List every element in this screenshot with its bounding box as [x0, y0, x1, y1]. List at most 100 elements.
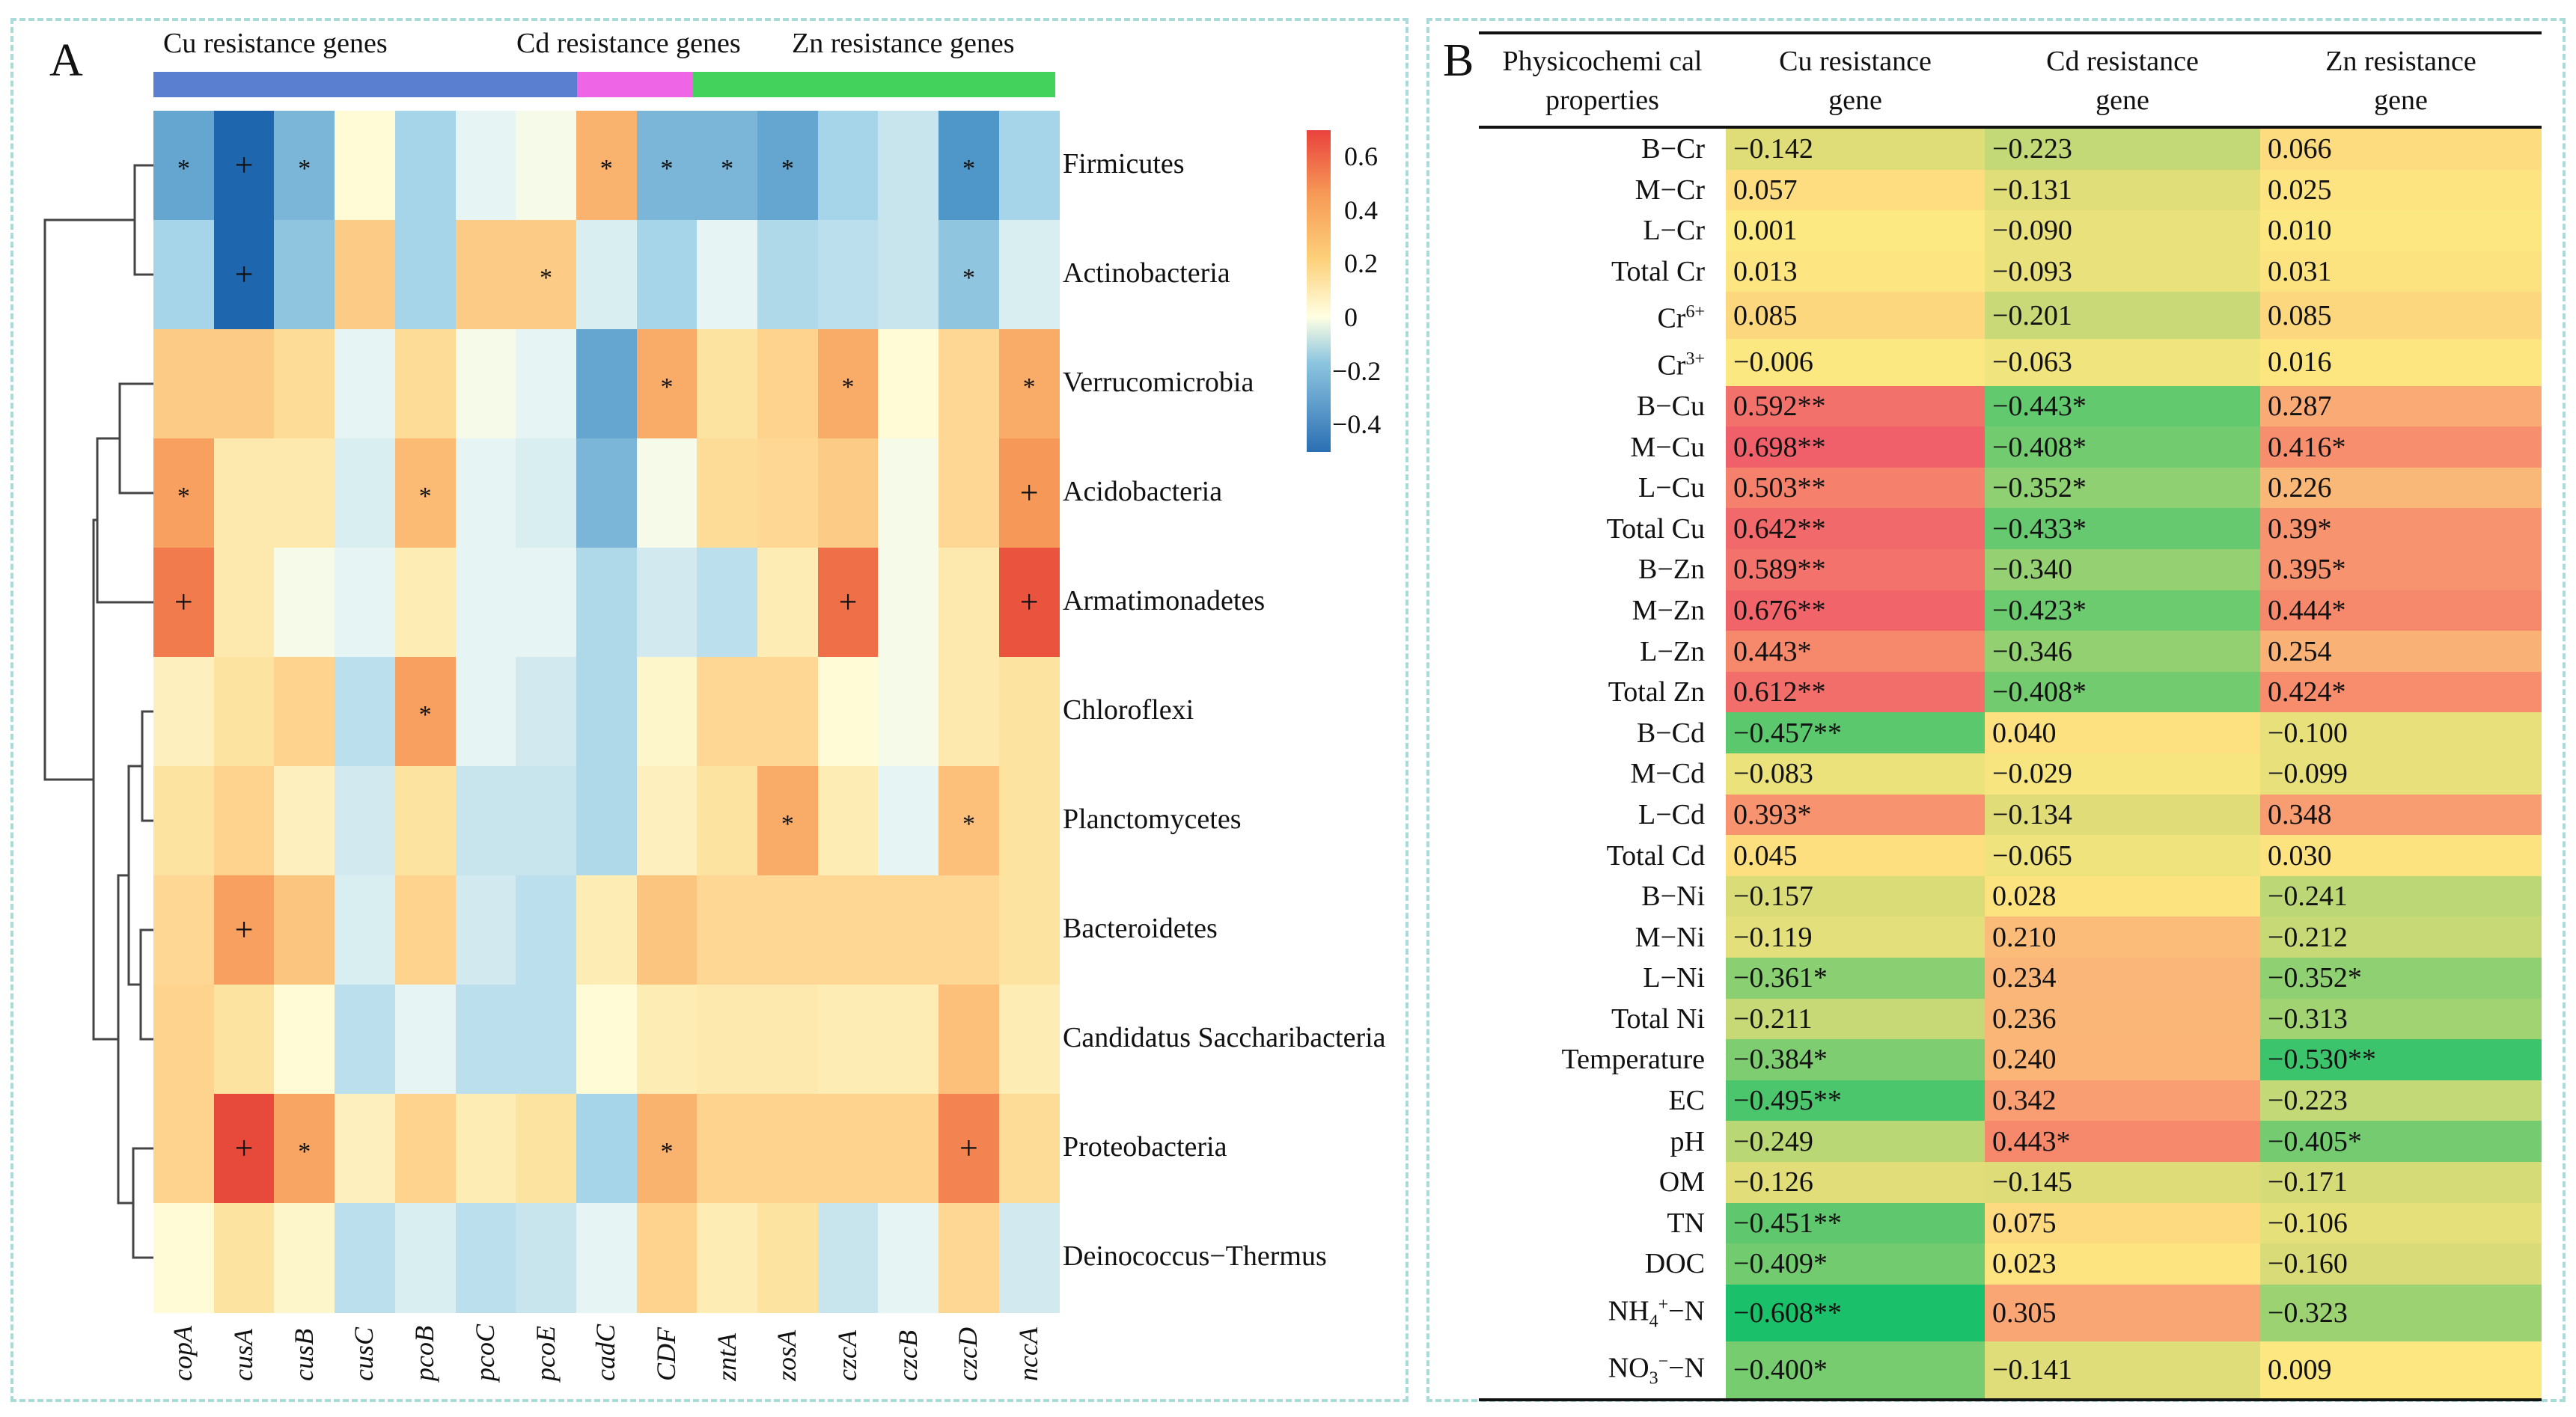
cu-value-cell: 0.443*	[1726, 631, 1985, 672]
cu-value-cell: −0.361*	[1726, 958, 1985, 999]
cd-value-cell: −0.223	[1985, 127, 2260, 170]
heatmap-cell	[697, 220, 758, 330]
heatmap-cell	[153, 438, 215, 548]
heatmap-cell	[998, 766, 1060, 876]
heatmap-cell	[576, 657, 638, 767]
heatmap-cell	[817, 548, 879, 658]
heatmap-cell	[636, 220, 698, 330]
heatmap-cell	[153, 985, 215, 1095]
table-row: B−Cr −0.142 −0.223 0.066	[1479, 127, 2542, 170]
table-row: L−Ni −0.361* 0.234 −0.352*	[1479, 958, 2542, 999]
property-cell: Total Zn	[1608, 676, 1705, 708]
cu-value-cell: 0.592**	[1726, 385, 1985, 427]
heatmap-cell	[455, 548, 516, 658]
cd-value-cell: 0.040	[1985, 712, 2260, 754]
table-row: L−Cr 0.001 −0.090 0.010	[1479, 210, 2542, 251]
cd-value-cell: 0.210	[1985, 916, 2260, 958]
cu-value-cell: 0.393*	[1726, 794, 1985, 836]
significance-mark: +	[234, 1130, 254, 1166]
heatmap-cell	[335, 1203, 396, 1313]
cd-value-cell: 0.443*	[1985, 1121, 2260, 1162]
heatmap-cell	[998, 329, 1060, 439]
zn-value-cell: −0.323	[2260, 1284, 2542, 1341]
heatmap-cell	[636, 985, 698, 1095]
phylum-label: Armatimonadetes	[1063, 585, 1266, 616]
significance-mark: *	[841, 373, 855, 401]
property-cell: M−Cd	[1630, 758, 1705, 790]
colorbar-tick-label: −0.4	[1332, 409, 1382, 440]
cd-value-cell: 0.236	[1985, 998, 2260, 1040]
heatmap-cell	[274, 985, 335, 1095]
gene-label: czcA	[832, 1330, 863, 1381]
colorbar-tick-label: 0.6	[1344, 141, 1378, 171]
table-row: Total Ni −0.211 0.236 −0.313	[1479, 998, 2542, 1040]
zn-value-cell: −0.171	[2260, 1161, 2542, 1203]
heatmap-cell	[757, 657, 819, 767]
heatmap-cell	[636, 657, 698, 767]
heatmap-cell	[274, 438, 335, 548]
header-physicochemical: Physicochemi cal properties	[1479, 31, 1726, 129]
cu-value-cell: −0.157	[1726, 875, 1985, 917]
heatmap-cell	[394, 657, 456, 767]
zn-value-cell: −0.405*	[2260, 1121, 2542, 1162]
heatmap-cell	[878, 438, 939, 548]
heatmap-cell	[213, 766, 275, 876]
heatmap-cell	[998, 657, 1060, 767]
property-cell: B−Cr	[1641, 133, 1705, 165]
heatmap-cell	[213, 111, 275, 221]
heatmap-cell	[394, 1203, 456, 1313]
cu-value-cell: 0.589**	[1726, 549, 1985, 590]
zn-value-cell: 0.254	[2260, 631, 2542, 672]
colorbar-tick-label: −0.2	[1332, 355, 1382, 386]
significance-mark: *	[418, 483, 432, 510]
heatmap-cell	[153, 1094, 215, 1204]
heatmap-cell	[757, 1094, 819, 1204]
correlation-table: Physicochemi cal properties Cu resistanc…	[1479, 31, 2542, 1402]
panel-b	[1426, 18, 2566, 1402]
table-row: B−Cu 0.592** −0.443* 0.287	[1479, 385, 2542, 427]
significance-mark: +	[838, 584, 858, 620]
cu-value-cell: −0.495**	[1726, 1080, 1985, 1121]
property-cell: L−Zn	[1640, 635, 1705, 667]
zn-value-cell: −0.530**	[2260, 1039, 2542, 1080]
zn-value-cell: 0.030	[2260, 835, 2542, 876]
property-cell: B−Cd	[1636, 717, 1705, 749]
cd-value-cell: −0.443*	[1985, 385, 2260, 427]
zn-value-cell: −0.223	[2260, 1080, 2542, 1121]
group-bar-cu	[153, 72, 577, 97]
table-header-row: Physicochemi cal properties Cu resistanc…	[1479, 31, 2542, 129]
heatmap-cell	[213, 657, 275, 767]
zn-value-cell: 0.009	[2260, 1341, 2542, 1402]
gene-label: zosA	[772, 1329, 802, 1381]
heatmap-cell	[576, 329, 638, 439]
cd-value-cell: −0.423*	[1985, 590, 2260, 631]
heatmap-cell	[576, 438, 638, 548]
cd-value-cell: −0.029	[1985, 753, 2260, 795]
heatmap-cell	[757, 438, 819, 548]
heatmap-cell	[697, 875, 758, 985]
phylum-label: Deinococcus−Thermus	[1063, 1240, 1327, 1272]
heatmap-cell	[394, 985, 456, 1095]
property-cell: DOC	[1644, 1248, 1705, 1280]
heatmap-cell	[455, 438, 516, 548]
cd-value-cell: −0.346	[1985, 631, 2260, 672]
heatmap-cell	[516, 1203, 577, 1313]
heatmap-cell	[394, 329, 456, 439]
heatmap-cell	[516, 220, 577, 330]
phylum-label: Verrucomicrobia	[1063, 367, 1254, 398]
heatmap-cell	[817, 766, 879, 876]
heatmap-cell	[213, 985, 275, 1095]
heatmap-cell	[394, 766, 456, 876]
heatmap-cell	[817, 875, 879, 985]
cu-value-cell: −0.211	[1726, 998, 1985, 1040]
table-row: M−Ni −0.119 0.210 −0.212	[1479, 916, 2542, 958]
heatmap-cell	[335, 548, 396, 658]
significance-mark: +	[234, 147, 254, 183]
gene-label: cadC	[590, 1324, 621, 1381]
zn-value-cell: 0.444*	[2260, 590, 2542, 631]
significance-mark: *	[660, 1138, 674, 1166]
heatmap-cell	[817, 220, 879, 330]
phylum-label: Planctomycetes	[1063, 804, 1242, 835]
gene-label: nccA	[1013, 1327, 1044, 1381]
group-bar-zn	[693, 72, 1055, 97]
